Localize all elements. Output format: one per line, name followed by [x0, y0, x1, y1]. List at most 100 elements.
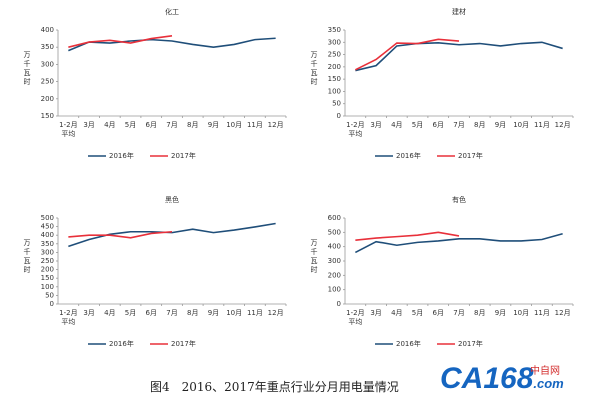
series-line [68, 230, 173, 239]
x-tick-label: 9月 [494, 121, 507, 129]
x-tick-label: 8月 [473, 309, 486, 317]
x-tick-label: 9月 [207, 309, 220, 317]
x-tick-label: 5月 [411, 309, 424, 317]
x-tick-label: 6月 [432, 121, 444, 129]
x-tick-label: 3月 [370, 121, 382, 129]
y-tick-label: 500 [328, 228, 341, 236]
x-tick-label: 1-2月 平均 [59, 121, 78, 138]
x-tick-label: 11月 [246, 121, 263, 129]
series-line [354, 232, 563, 254]
y-tick-label: 100 [41, 283, 54, 291]
y-axis-label: 万千瓦时 [23, 239, 31, 275]
y-axis-label: 万千瓦时 [310, 51, 318, 87]
x-tick-label: 6月 [145, 309, 157, 317]
x-tick-label: 5月 [124, 309, 137, 317]
x-tick-label: 12月 [554, 121, 571, 129]
x-tick-label: 5月 [411, 121, 424, 129]
y-tick-label: 500 [41, 214, 54, 222]
y-tick-label: 50 [45, 291, 54, 299]
y-tick-label: 250 [41, 257, 54, 265]
y-tick-label: 250 [41, 78, 54, 86]
x-tick-label: 6月 [145, 121, 157, 129]
x-tick-label: 8月 [186, 309, 199, 317]
x-tick-label: 4月 [104, 121, 116, 129]
series-line [355, 41, 563, 72]
x-tick-label: 4月 [391, 309, 403, 317]
chart-title: 建材 [452, 7, 466, 16]
x-tick-label: 8月 [473, 121, 486, 129]
y-tick-label: 50 [332, 100, 341, 108]
legend-label: 2016年 [109, 151, 134, 160]
x-tick-label: 1-2月 平均 [346, 309, 365, 326]
y-tick-label: 150 [328, 75, 341, 83]
series-line [68, 35, 173, 48]
logo: CA168 [440, 362, 534, 395]
y-tick-label: 200 [41, 95, 54, 103]
legend-label: 2017年 [458, 151, 483, 160]
y-tick-label: 400 [328, 243, 341, 251]
watermark-site: 中自网 [530, 366, 560, 377]
y-tick-label: 350 [41, 240, 54, 248]
legend-label: 2017年 [171, 151, 196, 160]
series-line [68, 37, 276, 52]
legend-label: 2016年 [396, 339, 421, 348]
y-tick-label: 600 [328, 214, 341, 222]
legend-label: 2017年 [458, 339, 483, 348]
y-tick-label: 200 [41, 266, 54, 274]
y-axis-label: 万千瓦时 [310, 239, 318, 275]
x-tick-label: 3月 [370, 309, 382, 317]
y-tick-label: 0 [337, 300, 341, 308]
y-tick-label: 450 [41, 223, 54, 231]
x-tick-label: 7月 [166, 309, 178, 317]
y-tick-label: 100 [328, 286, 341, 294]
x-tick-label: 4月 [104, 309, 116, 317]
x-tick-label: 11月 [246, 309, 263, 317]
legend-label: 2016年 [109, 339, 134, 348]
x-tick-label: 1-2月 平均 [59, 309, 78, 326]
y-tick-label: 200 [328, 63, 341, 71]
chart-title: 化工 [165, 7, 179, 16]
y-tick-label: 0 [337, 112, 341, 120]
x-tick-label: 11月 [533, 121, 550, 129]
x-tick-label: 7月 [166, 121, 178, 129]
y-tick-label: 350 [328, 26, 341, 34]
legend-label: 2017年 [171, 339, 196, 348]
y-tick-label: 150 [41, 112, 54, 120]
x-tick-label: 1-2月 平均 [346, 121, 365, 138]
x-tick-label: 12月 [267, 121, 284, 129]
x-tick-label: 7月 [453, 121, 465, 129]
x-tick-label: 8月 [186, 121, 199, 129]
y-tick-label: 400 [41, 26, 54, 34]
y-tick-label: 300 [41, 60, 54, 68]
x-tick-label: 4月 [391, 121, 403, 129]
x-tick-label: 12月 [267, 309, 284, 317]
x-tick-label: 9月 [494, 309, 507, 317]
y-tick-label: 400 [41, 231, 54, 239]
x-tick-label: 10月 [513, 121, 530, 129]
series-line [68, 222, 276, 248]
legend-label: 2016年 [396, 151, 421, 160]
y-tick-label: 250 [328, 51, 341, 59]
watermark-logo: CA168.com [440, 362, 564, 396]
chart-title: 黑色 [165, 195, 179, 204]
x-tick-label: 6月 [432, 309, 444, 317]
x-tick-label: 7月 [453, 309, 465, 317]
x-tick-label: 11月 [533, 309, 550, 317]
x-tick-label: 12月 [554, 309, 571, 317]
x-tick-label: 9月 [207, 121, 220, 129]
x-tick-label: 3月 [83, 121, 95, 129]
y-tick-label: 100 [328, 87, 341, 95]
y-tick-label: 200 [328, 271, 341, 279]
x-tick-label: 10月 [226, 309, 243, 317]
y-tick-label: 150 [41, 274, 54, 282]
y-tick-label: 0 [50, 300, 54, 308]
y-tick-label: 300 [328, 38, 341, 46]
y-axis-label: 万千瓦时 [23, 51, 31, 87]
series-line [355, 231, 460, 242]
x-tick-label: 3月 [83, 309, 95, 317]
series-line [355, 38, 460, 71]
chart-title: 有色 [452, 195, 466, 204]
y-tick-label: 300 [328, 257, 341, 265]
